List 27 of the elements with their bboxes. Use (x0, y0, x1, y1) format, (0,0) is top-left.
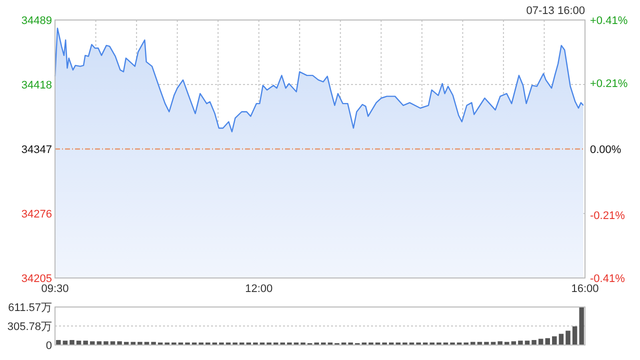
x-tick-label: 16:00 (571, 283, 599, 295)
bar (56, 340, 61, 345)
bar (572, 326, 578, 345)
y-tick-label: 34205 (21, 273, 52, 285)
bar (70, 340, 74, 345)
text: 07-13 16:00 (526, 5, 585, 17)
y2-tick-label: 0.00% (590, 144, 622, 156)
bar (552, 336, 557, 345)
bar (532, 340, 536, 345)
bar (579, 307, 584, 345)
y-tick-label: 34489 (21, 15, 52, 27)
bar (518, 340, 523, 345)
y-tick-label: 34276 (21, 208, 52, 220)
y-tick-label: 305.78万 (7, 321, 52, 333)
y2-tick-label: +0.21% (590, 78, 628, 90)
y-tick-label: 34347 (21, 144, 52, 156)
y-tick-label: 0 (46, 340, 52, 352)
x-tick-label: 09:30 (41, 283, 69, 295)
bar (83, 340, 88, 345)
bar (566, 330, 570, 345)
y2-tick-label: +0.41% (590, 15, 628, 27)
y2-tick-label: -0.41% (590, 273, 626, 285)
y-tick-label: 611.57万 (8, 302, 52, 314)
y2-tick-label: -0.21% (590, 210, 626, 222)
x-tick-label: 12:00 (245, 283, 273, 295)
y-tick-label: 34418 (21, 80, 52, 92)
bar (545, 338, 550, 345)
